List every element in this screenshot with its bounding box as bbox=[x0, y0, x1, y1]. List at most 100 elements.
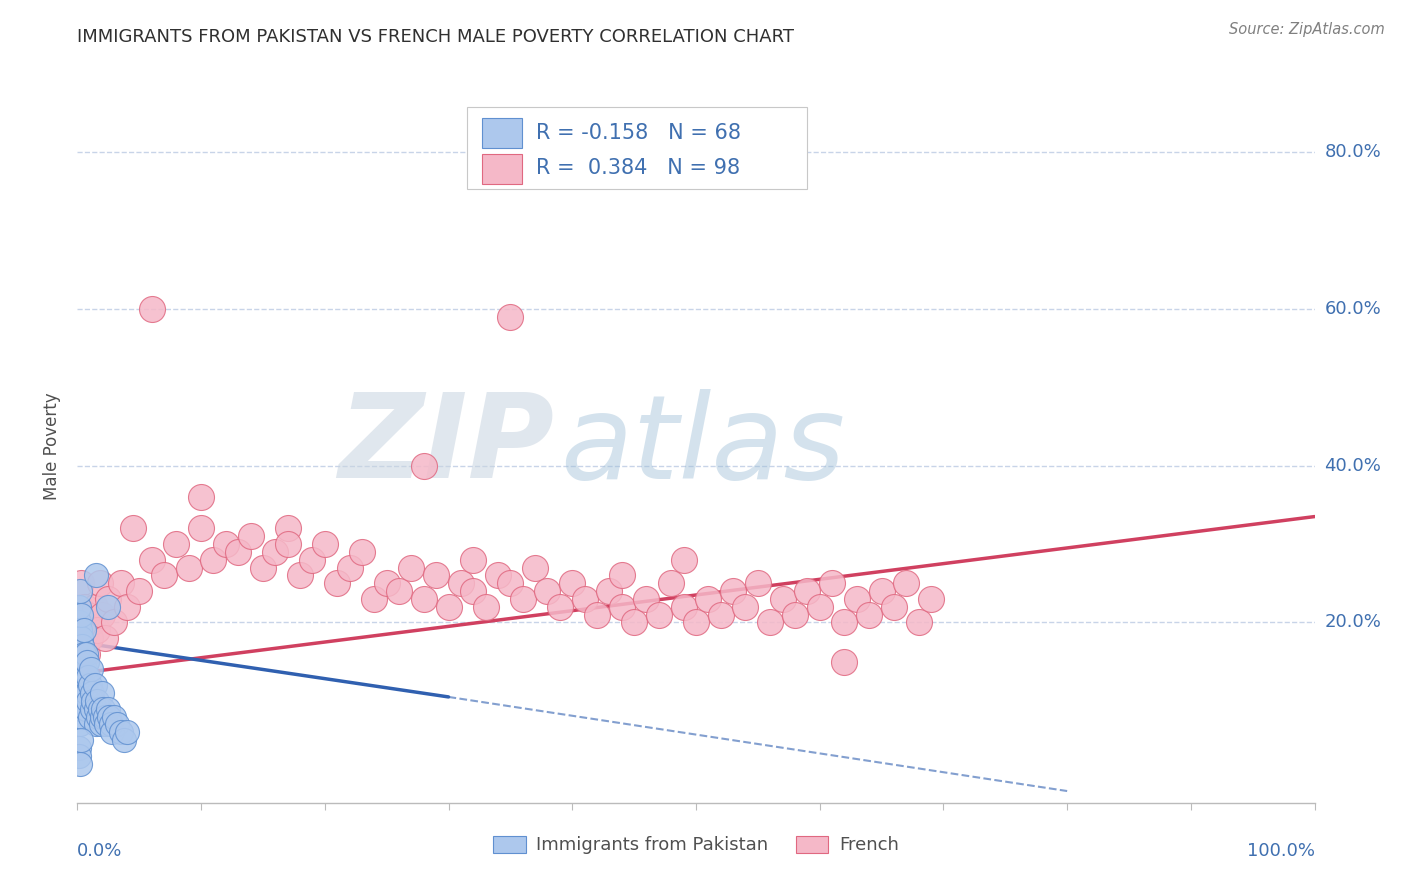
Point bbox=[277, 537, 299, 551]
Point bbox=[97, 702, 120, 716]
Point bbox=[91, 702, 114, 716]
Point bbox=[84, 568, 107, 582]
Legend: Immigrants from Pakistan, French: Immigrants from Pakistan, French bbox=[486, 829, 905, 862]
Point bbox=[67, 631, 90, 645]
Point bbox=[77, 694, 100, 708]
Point bbox=[72, 709, 94, 723]
Text: ZIP: ZIP bbox=[337, 389, 554, 503]
Point bbox=[69, 756, 91, 771]
Point bbox=[375, 576, 398, 591]
Point bbox=[112, 733, 135, 747]
Point bbox=[90, 717, 112, 731]
Point bbox=[202, 552, 225, 566]
Point bbox=[82, 702, 104, 716]
Point bbox=[226, 545, 249, 559]
Point bbox=[101, 725, 124, 739]
Point bbox=[103, 615, 125, 630]
Point bbox=[115, 599, 138, 614]
Point bbox=[69, 647, 91, 661]
Point bbox=[97, 599, 120, 614]
Point bbox=[77, 607, 100, 622]
Point bbox=[128, 584, 150, 599]
Point bbox=[87, 709, 110, 723]
Point bbox=[84, 717, 107, 731]
Point bbox=[67, 663, 90, 677]
Point bbox=[288, 568, 311, 582]
Point bbox=[896, 576, 918, 591]
Text: 0.0%: 0.0% bbox=[77, 842, 122, 860]
Point bbox=[920, 591, 942, 606]
Point bbox=[89, 576, 111, 591]
Point bbox=[67, 678, 90, 692]
Text: 20.0%: 20.0% bbox=[1324, 614, 1381, 632]
Point bbox=[165, 537, 187, 551]
FancyBboxPatch shape bbox=[482, 154, 522, 184]
Point bbox=[67, 740, 90, 755]
Point bbox=[82, 694, 104, 708]
Point bbox=[141, 301, 163, 316]
Point bbox=[363, 591, 385, 606]
Point bbox=[598, 584, 620, 599]
Point bbox=[610, 568, 633, 582]
Point bbox=[67, 655, 90, 669]
Point bbox=[561, 576, 583, 591]
Point bbox=[388, 584, 411, 599]
Point bbox=[883, 599, 905, 614]
Point bbox=[91, 709, 114, 723]
Point bbox=[86, 624, 108, 638]
Point bbox=[314, 537, 336, 551]
Text: R =  0.384   N = 98: R = 0.384 N = 98 bbox=[536, 159, 741, 178]
Point bbox=[105, 717, 128, 731]
Point bbox=[821, 576, 844, 591]
Point bbox=[685, 615, 707, 630]
Point bbox=[610, 599, 633, 614]
Point bbox=[98, 709, 121, 723]
Point bbox=[401, 560, 423, 574]
Point bbox=[907, 615, 929, 630]
Point bbox=[747, 576, 769, 591]
Point bbox=[301, 552, 323, 566]
Point bbox=[67, 599, 90, 614]
Point bbox=[870, 584, 893, 599]
Point bbox=[79, 709, 101, 723]
Point bbox=[70, 631, 93, 645]
Point bbox=[72, 694, 94, 708]
Text: 80.0%: 80.0% bbox=[1324, 143, 1381, 161]
Point bbox=[91, 686, 114, 700]
Point bbox=[524, 560, 547, 574]
Point bbox=[659, 576, 682, 591]
Point bbox=[69, 584, 91, 599]
Point bbox=[82, 615, 104, 630]
Point bbox=[437, 599, 460, 614]
Point bbox=[67, 655, 90, 669]
Point bbox=[110, 725, 132, 739]
Point bbox=[89, 702, 111, 716]
Point bbox=[73, 686, 96, 700]
Point bbox=[93, 709, 115, 723]
Point bbox=[122, 521, 145, 535]
Point bbox=[83, 678, 105, 692]
Point bbox=[73, 663, 96, 677]
Point bbox=[264, 545, 287, 559]
Point bbox=[70, 607, 93, 622]
Point bbox=[548, 599, 571, 614]
Point bbox=[177, 560, 200, 574]
Point bbox=[72, 663, 94, 677]
Text: 60.0%: 60.0% bbox=[1324, 300, 1381, 318]
Point bbox=[94, 717, 117, 731]
Text: 40.0%: 40.0% bbox=[1324, 457, 1381, 475]
Point bbox=[350, 545, 373, 559]
Point bbox=[710, 607, 733, 622]
Point bbox=[512, 591, 534, 606]
Point bbox=[75, 702, 97, 716]
Point bbox=[499, 576, 522, 591]
Point bbox=[463, 552, 485, 566]
Point bbox=[672, 599, 695, 614]
Point bbox=[103, 709, 125, 723]
Point bbox=[73, 599, 96, 614]
Point bbox=[86, 694, 108, 708]
Point bbox=[84, 702, 107, 716]
Point bbox=[252, 560, 274, 574]
Point bbox=[69, 717, 91, 731]
Point bbox=[110, 576, 132, 591]
